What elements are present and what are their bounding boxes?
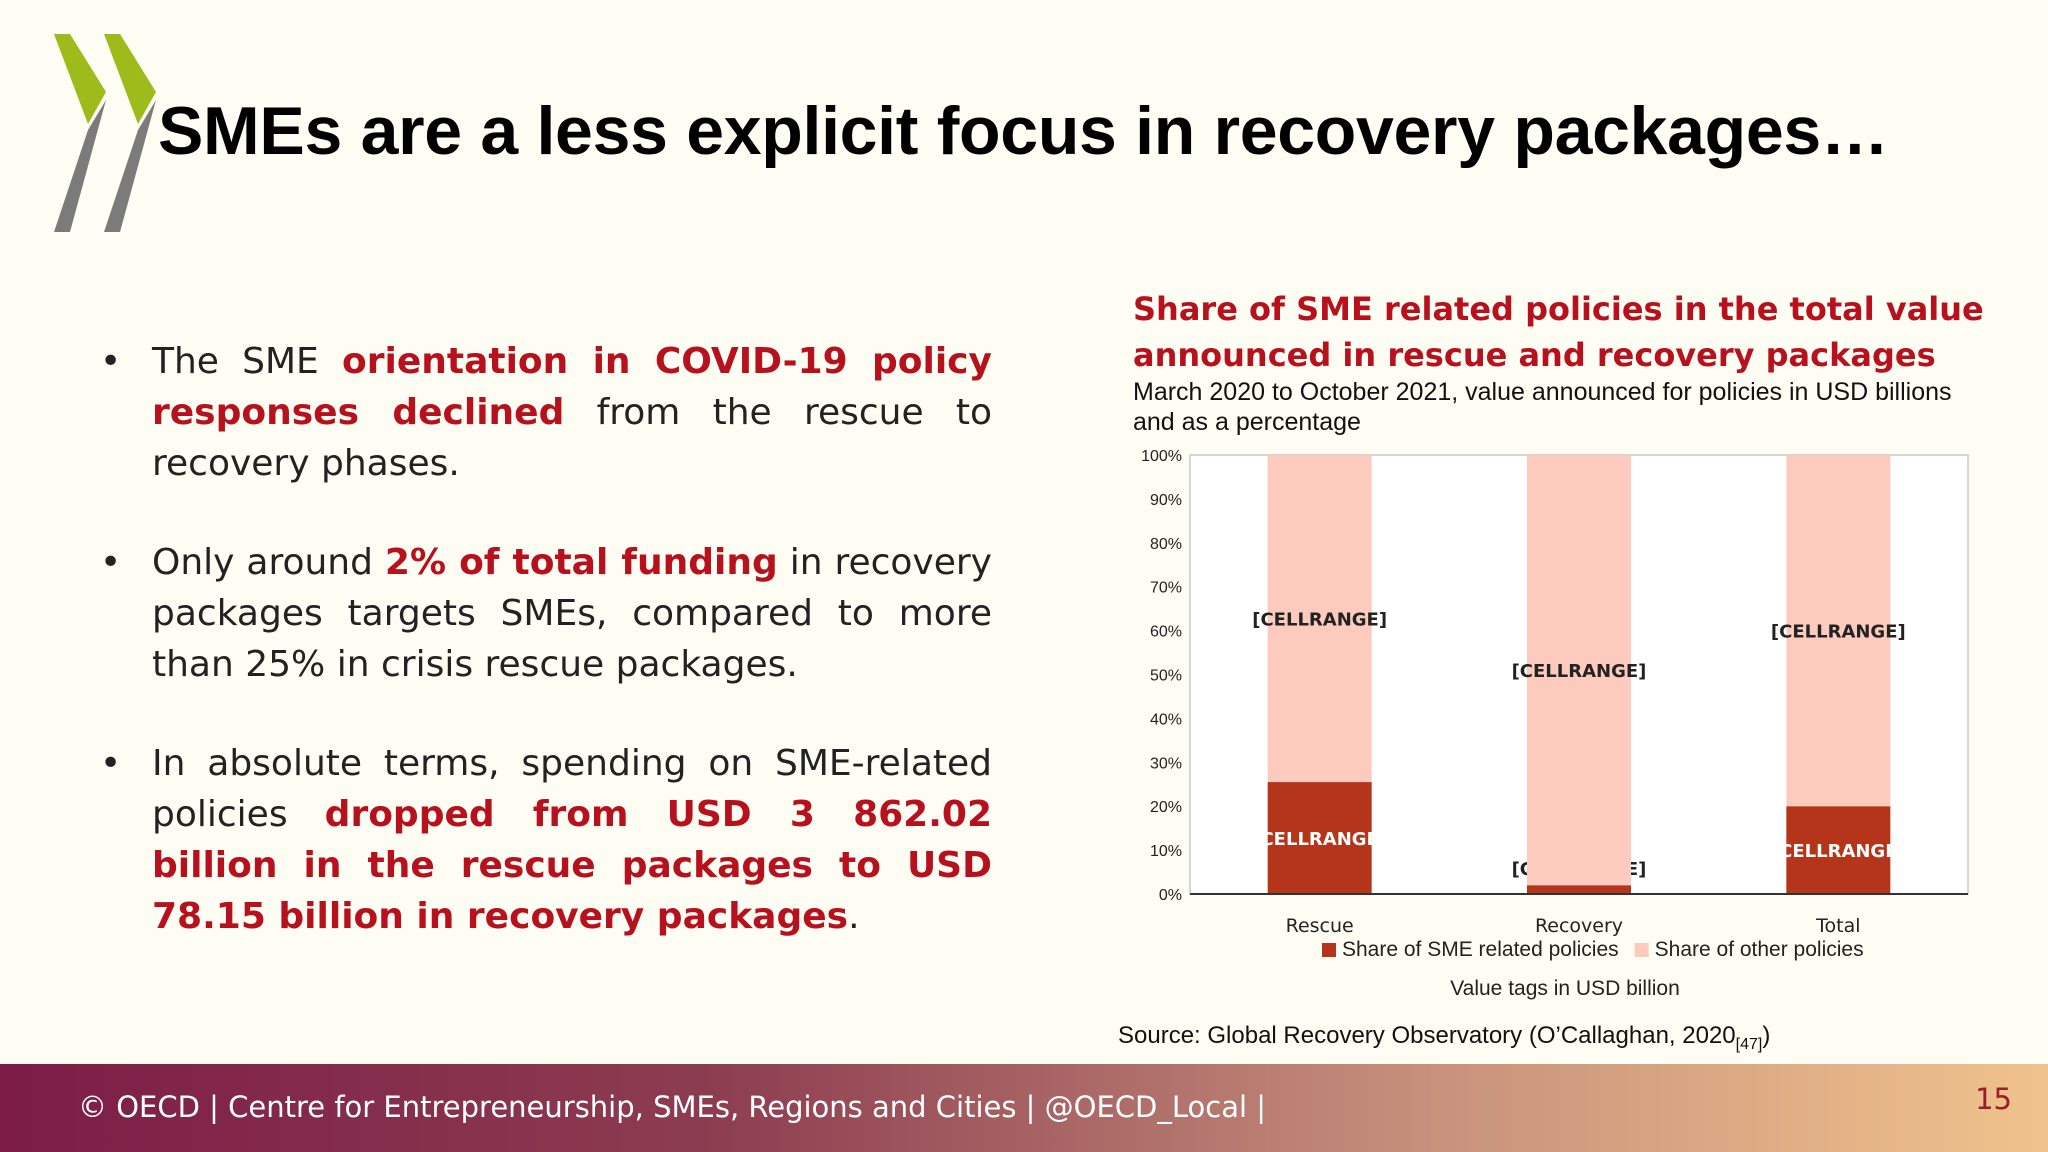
y-tick-label: 90%	[1150, 492, 1182, 509]
source-note: Source: Global Recovery Observatory (O’C…	[1118, 1022, 1770, 1054]
bullet-text: .	[848, 896, 860, 937]
legend-label: Share of other policies	[1655, 938, 1864, 961]
footer-credit: © OECD | Centre for Entrepreneurship, SM…	[78, 1090, 1267, 1124]
data-label: [CELLRANGE]	[1252, 610, 1387, 631]
bar-sme	[1786, 806, 1891, 894]
bullet-text: in recovery packages targets SMEs, compa…	[152, 542, 992, 685]
highlight-text: 2% of total funding	[384, 542, 778, 583]
x-tick-label: Total	[1815, 915, 1860, 937]
bullet-marker: •	[100, 542, 122, 583]
y-tick-label: 100%	[1141, 448, 1182, 465]
source-reference: [47]	[1735, 1035, 1763, 1053]
data-label: [CELLRANGE]	[1771, 841, 1906, 862]
bullet-marker: •	[100, 743, 122, 784]
y-tick-label: 70%	[1150, 580, 1182, 597]
legend-note: Value tags in USD billion	[1450, 977, 1680, 1000]
chart-title: Share of SME related policies in the tot…	[1133, 290, 1984, 374]
bullet-list: • The SME orientation in COVID-19 policy …	[100, 336, 992, 990]
source-text: Source: Global Recovery Observatory (O’C…	[1118, 1022, 1736, 1049]
bar-other	[1267, 455, 1372, 783]
y-tick-label: 10%	[1150, 843, 1182, 860]
logo-green-chevron-1	[54, 34, 106, 124]
bullet-item: • In absolute terms, spending on SME-rela…	[100, 738, 992, 942]
chart-subtitle: March 2020 to October 2021, value announ…	[1133, 378, 1952, 436]
y-tick-label: 40%	[1150, 711, 1182, 728]
logo-grey-chevron-2	[104, 100, 156, 232]
y-tick-label: 60%	[1150, 624, 1182, 641]
legend-swatch-sme	[1322, 943, 1336, 957]
logo-green-chevron-2	[104, 34, 156, 124]
source-end: )	[1762, 1022, 1771, 1049]
page-number: 15	[1975, 1082, 2012, 1116]
y-tick-label: 20%	[1150, 799, 1182, 816]
highlight-text: dropped from USD 3 862.02 billion in the…	[152, 794, 992, 937]
data-label: [CELLRANGE]	[1512, 661, 1647, 682]
y-tick-label: 30%	[1150, 755, 1182, 772]
bar-other	[1786, 455, 1891, 807]
legend-label: Share of SME related policies	[1342, 938, 1619, 961]
bullet-text: Only around	[152, 542, 385, 583]
bullet-item: • Only around 2% of total funding in reco…	[100, 537, 992, 690]
y-tick-label: 50%	[1150, 668, 1182, 685]
slide-title: SMEs are a less explicit focus in recove…	[158, 93, 1889, 169]
bullet-text: The SME	[152, 341, 342, 382]
bar-sme	[1267, 782, 1372, 894]
bullet-text: In absolute terms, spending on SME-relat…	[152, 743, 992, 835]
logo-grey-chevron-1	[54, 100, 106, 232]
stacked-bar-chart: 0% 10% 20% 30% 40% 50% 60% 70% 80% 90% 100% [CELLRA…	[1141, 448, 1969, 1000]
legend-swatch-other	[1634, 943, 1649, 957]
bar-sme	[1527, 885, 1631, 894]
y-tick-label: 80%	[1150, 536, 1182, 553]
bullet-text: from the rescue to recovery phases.	[152, 392, 992, 484]
y-tick-label: 0%	[1159, 887, 1182, 904]
bar-other	[1527, 455, 1631, 886]
data-label: [CELLRANGE]	[1252, 829, 1387, 850]
highlight-text: orientation in COVID-19 policy responses…	[152, 341, 992, 433]
oecd-logo	[54, 34, 156, 232]
data-label: [CELLRANGE]	[1771, 622, 1906, 643]
x-tick-label: Recovery	[1535, 915, 1623, 937]
x-tick-label: Rescue	[1286, 915, 1354, 937]
footer-bar: © OECD | Centre for Entrepreneurship, SM…	[0, 1064, 2048, 1152]
bullet-item: • The SME orientation in COVID-19 policy …	[100, 336, 992, 489]
bullet-marker: •	[100, 341, 122, 382]
